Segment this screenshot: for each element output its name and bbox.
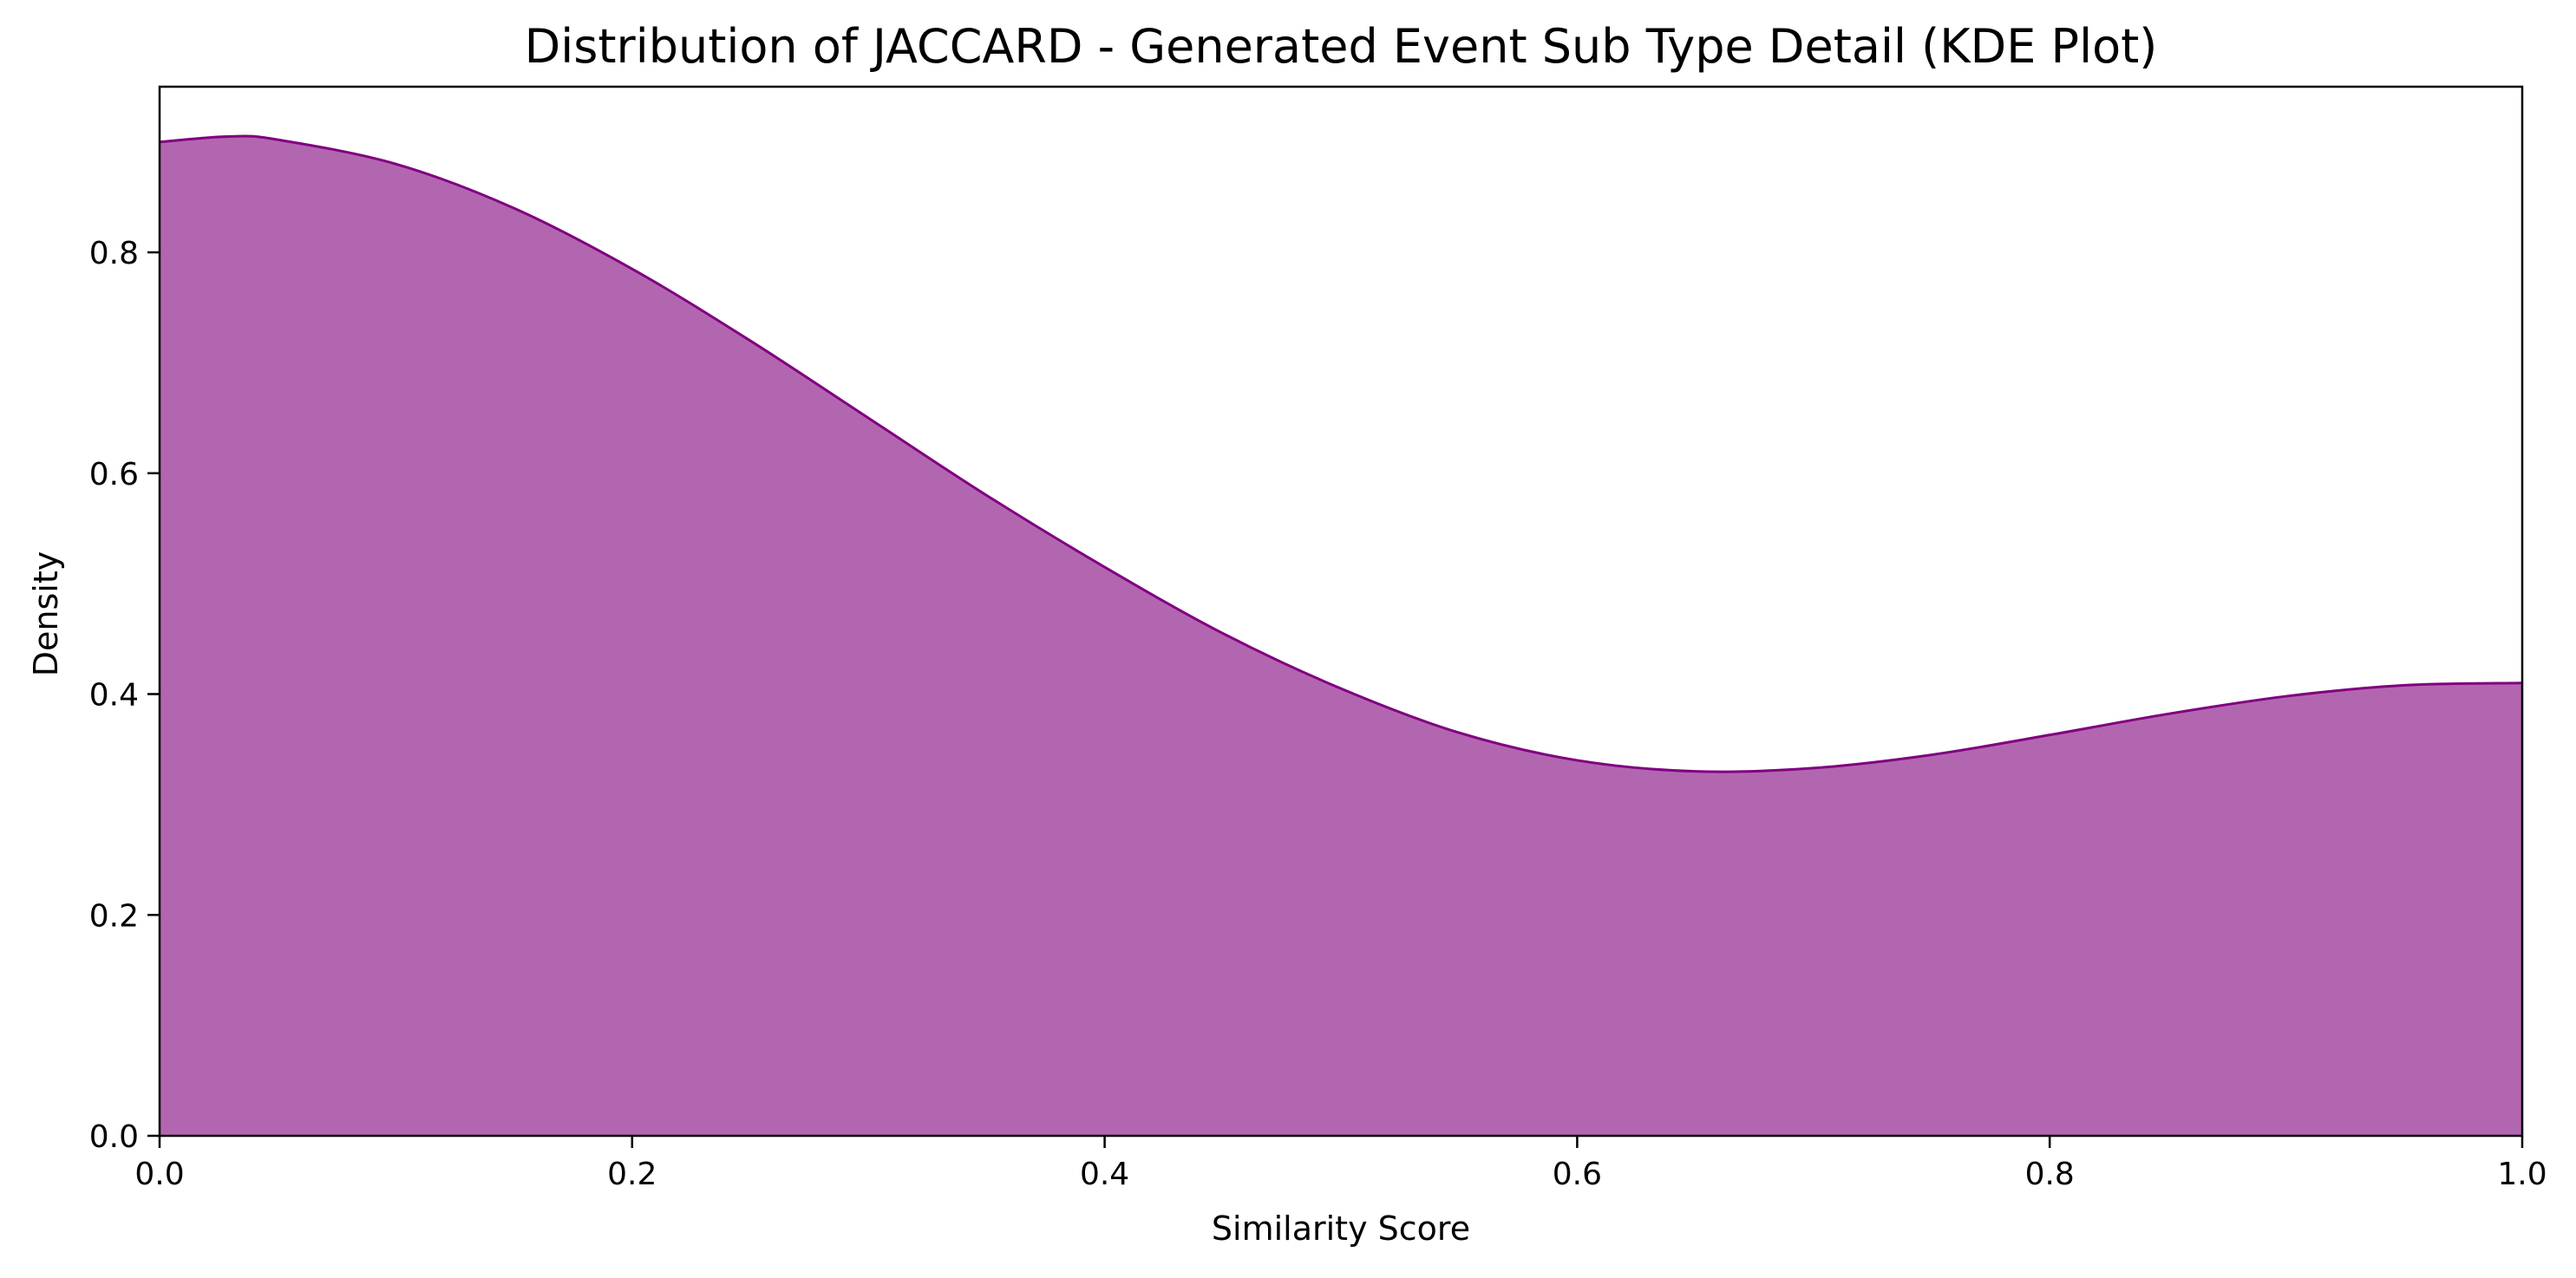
y-tick-label: 0.0 (89, 1119, 139, 1155)
x-axis-label: Similarity Score (1212, 1210, 1470, 1248)
y-tick-label: 0.8 (89, 236, 139, 271)
axes: 0.0 0.2 0.4 0.6 0.8 1.0 0.0 0.2 0.4 0.6 0.8 (89, 85, 2547, 1192)
axes-frame (158, 85, 2524, 1138)
x-tick-label: 0.0 (134, 1157, 184, 1192)
x-tick-label: 0.2 (607, 1157, 657, 1192)
plot-area (159, 134, 2523, 1137)
kde-density-line-0 (159, 134, 2523, 773)
y-tick-label: 0.6 (89, 457, 139, 492)
x-tick-label: 1.0 (2497, 1157, 2547, 1192)
y-tick-label: 0.2 (89, 898, 139, 934)
y-axis-label: Density (27, 551, 65, 676)
x-tick-label: 0.8 (2025, 1157, 2075, 1192)
chart-title: Distribution of JACCARD - Generated Even… (525, 19, 2158, 74)
x-tick-label: 0.4 (1080, 1157, 1129, 1192)
x-tick-label: 0.6 (1553, 1157, 1602, 1192)
kde-area-fill-0 (160, 135, 2522, 1137)
y-tick-label: 0.4 (89, 678, 139, 714)
